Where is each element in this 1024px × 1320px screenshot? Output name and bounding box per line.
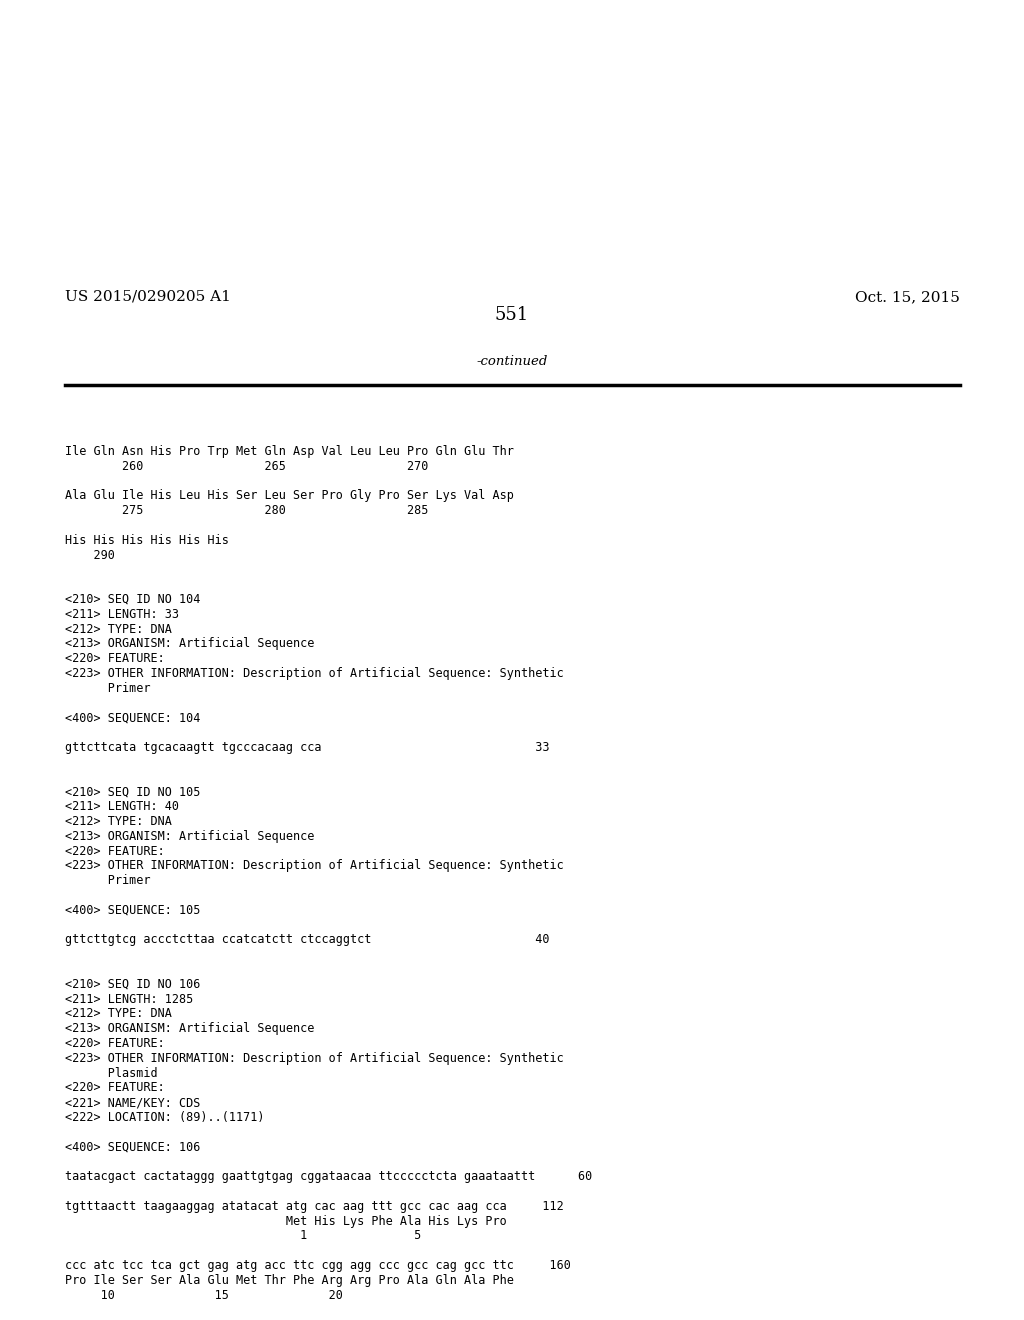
- Text: <220> FEATURE:: <220> FEATURE:: [65, 1081, 165, 1094]
- Text: Primer: Primer: [65, 682, 151, 694]
- Text: tgtttaactt taagaaggag atatacat atg cac aag ttt gcc cac aag cca     112: tgtttaactt taagaaggag atatacat atg cac a…: [65, 1200, 564, 1213]
- Text: <211> LENGTH: 33: <211> LENGTH: 33: [65, 607, 179, 620]
- Text: -continued: -continued: [476, 355, 548, 368]
- Text: <211> LENGTH: 40: <211> LENGTH: 40: [65, 800, 179, 813]
- Text: <222> LOCATION: (89)..(1171): <222> LOCATION: (89)..(1171): [65, 1111, 264, 1125]
- Text: <400> SEQUENCE: 105: <400> SEQUENCE: 105: [65, 904, 201, 917]
- Text: <210> SEQ ID NO 105: <210> SEQ ID NO 105: [65, 785, 201, 799]
- Text: Plasmid: Plasmid: [65, 1067, 158, 1080]
- Text: Ala Glu Ile His Leu His Ser Leu Ser Pro Gly Pro Ser Lys Val Asp: Ala Glu Ile His Leu His Ser Leu Ser Pro …: [65, 490, 514, 503]
- Text: <223> OTHER INFORMATION: Description of Artificial Sequence: Synthetic: <223> OTHER INFORMATION: Description of …: [65, 859, 564, 873]
- Text: 1               5: 1 5: [65, 1229, 421, 1242]
- Text: <221> NAME/KEY: CDS: <221> NAME/KEY: CDS: [65, 1096, 201, 1109]
- Text: <400> SEQUENCE: 104: <400> SEQUENCE: 104: [65, 711, 201, 725]
- Text: 275                 280                 285: 275 280 285: [65, 504, 428, 517]
- Text: ccc atc tcc tca gct gag atg acc ttc cgg agg ccc gcc cag gcc ttc     160: ccc atc tcc tca gct gag atg acc ttc cgg …: [65, 1259, 570, 1272]
- Text: <211> LENGTH: 1285: <211> LENGTH: 1285: [65, 993, 194, 1006]
- Text: gttcttgtcg accctcttaa ccatcatctt ctccaggtct                       40: gttcttgtcg accctcttaa ccatcatctt ctccagg…: [65, 933, 550, 946]
- Text: <213> ORGANISM: Artificial Sequence: <213> ORGANISM: Artificial Sequence: [65, 638, 314, 651]
- Text: 290: 290: [65, 549, 115, 561]
- Text: Ile Gln Asn His Pro Trp Met Gln Asp Val Leu Leu Pro Gln Glu Thr: Ile Gln Asn His Pro Trp Met Gln Asp Val …: [65, 445, 514, 458]
- Text: <212> TYPE: DNA: <212> TYPE: DNA: [65, 1007, 172, 1020]
- Text: His His His His His His: His His His His His His: [65, 533, 229, 546]
- Text: 551: 551: [495, 306, 529, 323]
- Text: Pro Ile Ser Ser Ala Glu Met Thr Phe Arg Arg Pro Ala Gln Ala Phe: Pro Ile Ser Ser Ala Glu Met Thr Phe Arg …: [65, 1274, 514, 1287]
- Text: 10              15              20: 10 15 20: [65, 1288, 343, 1302]
- Text: <223> OTHER INFORMATION: Description of Artificial Sequence: Synthetic: <223> OTHER INFORMATION: Description of …: [65, 1052, 564, 1065]
- Text: <213> ORGANISM: Artificial Sequence: <213> ORGANISM: Artificial Sequence: [65, 1022, 314, 1035]
- Text: <220> FEATURE:: <220> FEATURE:: [65, 652, 165, 665]
- Text: <220> FEATURE:: <220> FEATURE:: [65, 1038, 165, 1049]
- Text: <220> FEATURE:: <220> FEATURE:: [65, 845, 165, 858]
- Text: Met His Lys Phe Ala His Lys Pro: Met His Lys Phe Ala His Lys Pro: [65, 1214, 507, 1228]
- Text: <213> ORGANISM: Artificial Sequence: <213> ORGANISM: Artificial Sequence: [65, 830, 314, 842]
- Text: gttcttcata tgcacaagtt tgcccacaag cca                              33: gttcttcata tgcacaagtt tgcccacaag cca 33: [65, 741, 550, 754]
- Text: Oct. 15, 2015: Oct. 15, 2015: [855, 290, 961, 304]
- Text: taatacgact cactataggg gaattgtgag cggataacaa ttccccctcta gaaataattt      60: taatacgact cactataggg gaattgtgag cggataa…: [65, 1171, 592, 1183]
- Text: <223> OTHER INFORMATION: Description of Artificial Sequence: Synthetic: <223> OTHER INFORMATION: Description of …: [65, 667, 564, 680]
- Text: <210> SEQ ID NO 104: <210> SEQ ID NO 104: [65, 593, 201, 606]
- Text: <212> TYPE: DNA: <212> TYPE: DNA: [65, 623, 172, 636]
- Text: <212> TYPE: DNA: <212> TYPE: DNA: [65, 814, 172, 828]
- Text: <400> SEQUENCE: 106: <400> SEQUENCE: 106: [65, 1140, 201, 1154]
- Text: US 2015/0290205 A1: US 2015/0290205 A1: [65, 290, 230, 304]
- Text: 260                 265                 270: 260 265 270: [65, 459, 428, 473]
- Text: <210> SEQ ID NO 106: <210> SEQ ID NO 106: [65, 978, 201, 991]
- Text: Primer: Primer: [65, 874, 151, 887]
